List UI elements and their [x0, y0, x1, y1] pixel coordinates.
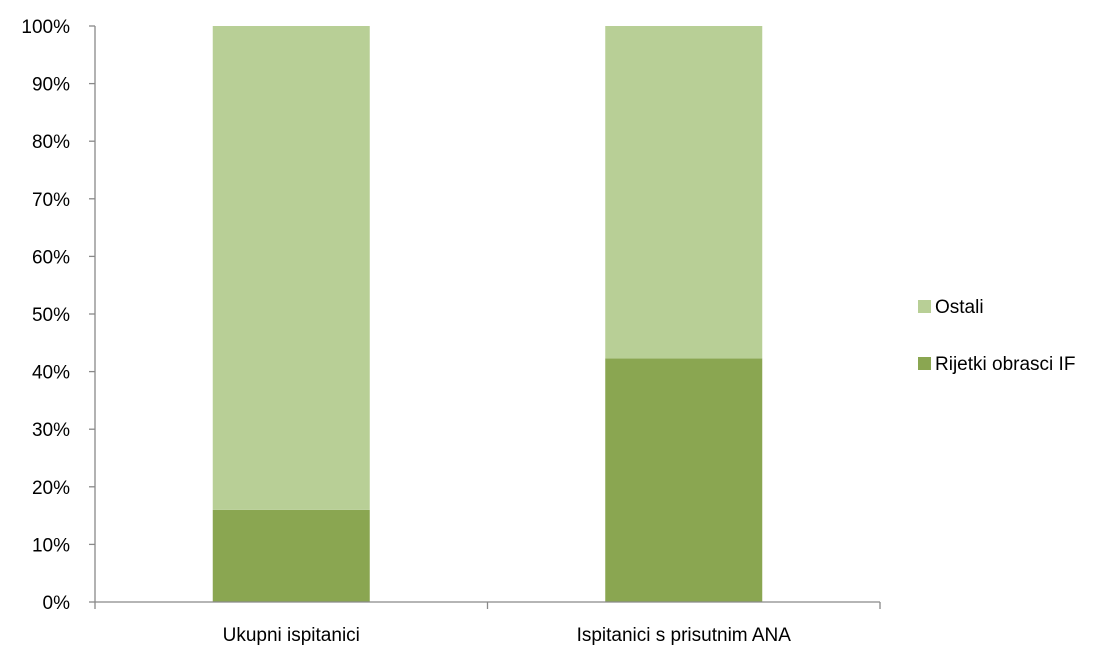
bar-rijetki-obrasci-if-2: [605, 358, 763, 602]
y-tick-label: 50%: [32, 305, 70, 326]
y-tick-label: 20%: [32, 478, 70, 499]
y-tick-label: 100%: [21, 17, 70, 38]
legend-swatch-ostali: [918, 300, 931, 313]
x-category-label: Ukupni ispitanici: [223, 625, 360, 646]
y-tick-label: 60%: [32, 247, 70, 268]
legend: Ostali Rijetki obrasci IF: [918, 297, 1075, 375]
y-tick-label: 30%: [32, 420, 70, 441]
y-tick-label: 70%: [32, 190, 70, 211]
x-category-label: Ispitanici s prisutnim ANA: [577, 625, 792, 646]
legend-label: Rijetki obrasci IF: [935, 354, 1075, 375]
y-tick-label: 90%: [32, 75, 70, 96]
y-tick-label: 80%: [32, 132, 70, 153]
y-tick-label: 40%: [32, 363, 70, 384]
bars-layer: [212, 26, 763, 602]
bar-ostali-2: [605, 26, 763, 359]
bar-rijetki-obrasci-if-1: [212, 509, 370, 602]
legend-label: Ostali: [935, 297, 984, 318]
legend-swatch-rijetki-obrasci-if: [918, 357, 931, 370]
bar-ostali-1: [212, 26, 370, 510]
y-tick-label: 10%: [32, 535, 70, 556]
axes-layer: 0% 10% 20% 30% 40% 50% 60% 70% 80% 90% 100% Ukupni …: [21, 17, 881, 646]
y-tick-label: 0%: [43, 593, 71, 614]
